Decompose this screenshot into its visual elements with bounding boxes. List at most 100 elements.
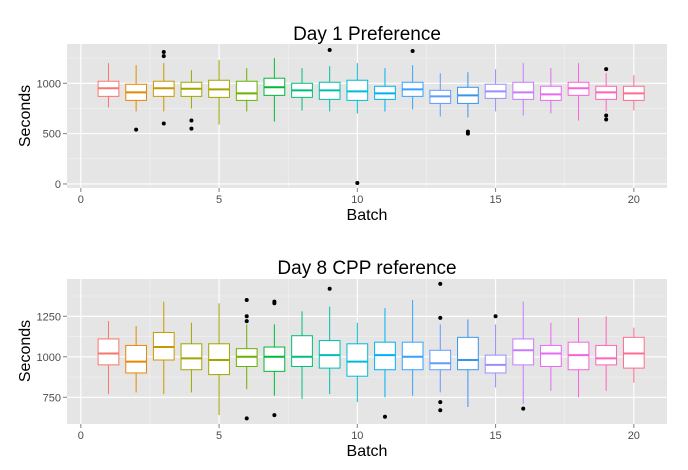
outlier-point bbox=[244, 298, 249, 303]
outlier-point bbox=[272, 299, 277, 304]
outlier-point bbox=[244, 416, 249, 421]
box-batch-3 bbox=[152, 301, 175, 395]
outlier-point bbox=[327, 286, 332, 291]
outlier-point bbox=[244, 314, 249, 319]
box-batch-5 bbox=[208, 303, 230, 416]
box-batch-19 bbox=[595, 316, 618, 391]
box-batch-17 bbox=[540, 322, 562, 391]
box-batch-12 bbox=[401, 49, 424, 110]
y-tick-label: 1000 bbox=[37, 352, 61, 364]
outlier-point bbox=[161, 121, 166, 126]
x-tick-label: 15 bbox=[489, 430, 501, 442]
box-iqr bbox=[512, 338, 535, 366]
box-batch-13 bbox=[429, 73, 452, 117]
outlier-point bbox=[604, 113, 609, 118]
box-batch-15 bbox=[484, 69, 507, 112]
x-axis-title-day1: Batch bbox=[347, 207, 388, 224]
panel-day1: Day 1 Preference 0 500 1000 0 5 10 15 20 Batch… bbox=[17, 24, 667, 224]
box-iqr bbox=[457, 336, 479, 371]
box-batch-19 bbox=[595, 67, 618, 122]
outlier-point bbox=[189, 118, 194, 123]
box-batch-8 bbox=[291, 311, 313, 399]
box-batch-18 bbox=[567, 317, 590, 398]
outlier-point bbox=[382, 414, 387, 419]
x-tick-label: 20 bbox=[628, 194, 640, 206]
box-batch-6 bbox=[235, 68, 258, 112]
x-tick-label: 5 bbox=[216, 194, 222, 206]
box-batch-8 bbox=[291, 68, 313, 111]
outlier-point bbox=[161, 54, 166, 59]
outlier-point bbox=[189, 126, 194, 131]
box-batch-6 bbox=[235, 298, 258, 421]
x-tick-label: 5 bbox=[216, 430, 222, 442]
outlier-point bbox=[438, 315, 443, 320]
outlier-point bbox=[272, 413, 277, 418]
boxes-day1 bbox=[97, 48, 645, 185]
box-batch-5 bbox=[208, 60, 230, 125]
box-batch-10 bbox=[346, 322, 369, 403]
x-tick-label: 10 bbox=[351, 194, 363, 206]
box-batch-11 bbox=[374, 308, 396, 419]
outlier-point bbox=[355, 180, 360, 185]
x-tick-label: 20 bbox=[628, 430, 640, 442]
box-batch-1 bbox=[97, 321, 120, 395]
x-tick-label: 0 bbox=[78, 194, 84, 206]
y-tick-label: 500 bbox=[43, 129, 61, 141]
box-batch-18 bbox=[567, 63, 590, 121]
box-iqr bbox=[429, 349, 452, 371]
box-iqr bbox=[540, 85, 562, 101]
chart-title-day1: Day 1 Preference bbox=[293, 24, 441, 45]
box-batch-10 bbox=[346, 63, 369, 185]
box-batch-4 bbox=[180, 70, 203, 131]
outlier-point bbox=[134, 127, 139, 132]
box-batch-14 bbox=[457, 72, 479, 136]
outlier-point bbox=[604, 117, 609, 122]
y-tick-label: 1000 bbox=[37, 78, 61, 90]
box-iqr bbox=[291, 335, 313, 367]
outlier-point bbox=[465, 129, 470, 134]
outlier-point bbox=[493, 314, 498, 319]
box-batch-13 bbox=[429, 281, 452, 413]
box-batch-2 bbox=[125, 65, 147, 132]
box-batch-11 bbox=[374, 68, 396, 112]
y-tick-label: 0 bbox=[55, 179, 61, 191]
y-ticks-day1: 0 500 1000 bbox=[37, 78, 67, 191]
x-tick-label: 0 bbox=[78, 430, 84, 442]
box-batch-1 bbox=[97, 63, 120, 108]
boxes-day8 bbox=[97, 281, 645, 421]
outlier-point bbox=[438, 400, 443, 405]
outlier-point bbox=[161, 50, 166, 55]
box-iqr bbox=[540, 344, 562, 367]
box-batch-16 bbox=[512, 301, 535, 411]
outlier-point bbox=[438, 281, 443, 286]
box-iqr bbox=[512, 81, 535, 100]
box-batch-3 bbox=[152, 50, 175, 126]
x-axis-title-day8: Batch bbox=[347, 443, 388, 460]
outlier-point bbox=[521, 406, 526, 411]
y-axis-title-day8: Seconds bbox=[17, 320, 34, 382]
box-iqr bbox=[263, 346, 286, 372]
y-tick-label: 1250 bbox=[37, 311, 61, 323]
y-tick-label: 750 bbox=[43, 392, 61, 404]
panel-day8: Day 8 CPP reference 750 1000 1250 0 5 10 15 20… bbox=[17, 258, 667, 460]
box-batch-17 bbox=[540, 68, 562, 114]
y-ticks-day8: 750 1000 1250 bbox=[37, 311, 67, 404]
chart-title-day8: Day 8 CPP reference bbox=[277, 258, 456, 279]
box-batch-20 bbox=[622, 75, 645, 111]
box-iqr bbox=[235, 80, 258, 101]
box-batch-9 bbox=[318, 286, 341, 395]
x-tick-label: 15 bbox=[489, 194, 501, 206]
box-batch-16 bbox=[512, 63, 535, 116]
outlier-point bbox=[244, 319, 249, 324]
box-iqr bbox=[595, 344, 618, 366]
x-tick-label: 10 bbox=[351, 430, 363, 442]
box-batch-7 bbox=[263, 58, 286, 122]
box-iqr bbox=[346, 343, 369, 377]
outlier-point bbox=[410, 49, 415, 54]
box-iqr bbox=[97, 338, 120, 366]
box-batch-20 bbox=[622, 327, 645, 383]
box-batch-4 bbox=[180, 322, 203, 393]
box-iqr bbox=[346, 79, 369, 101]
box-batch-12 bbox=[401, 300, 424, 396]
